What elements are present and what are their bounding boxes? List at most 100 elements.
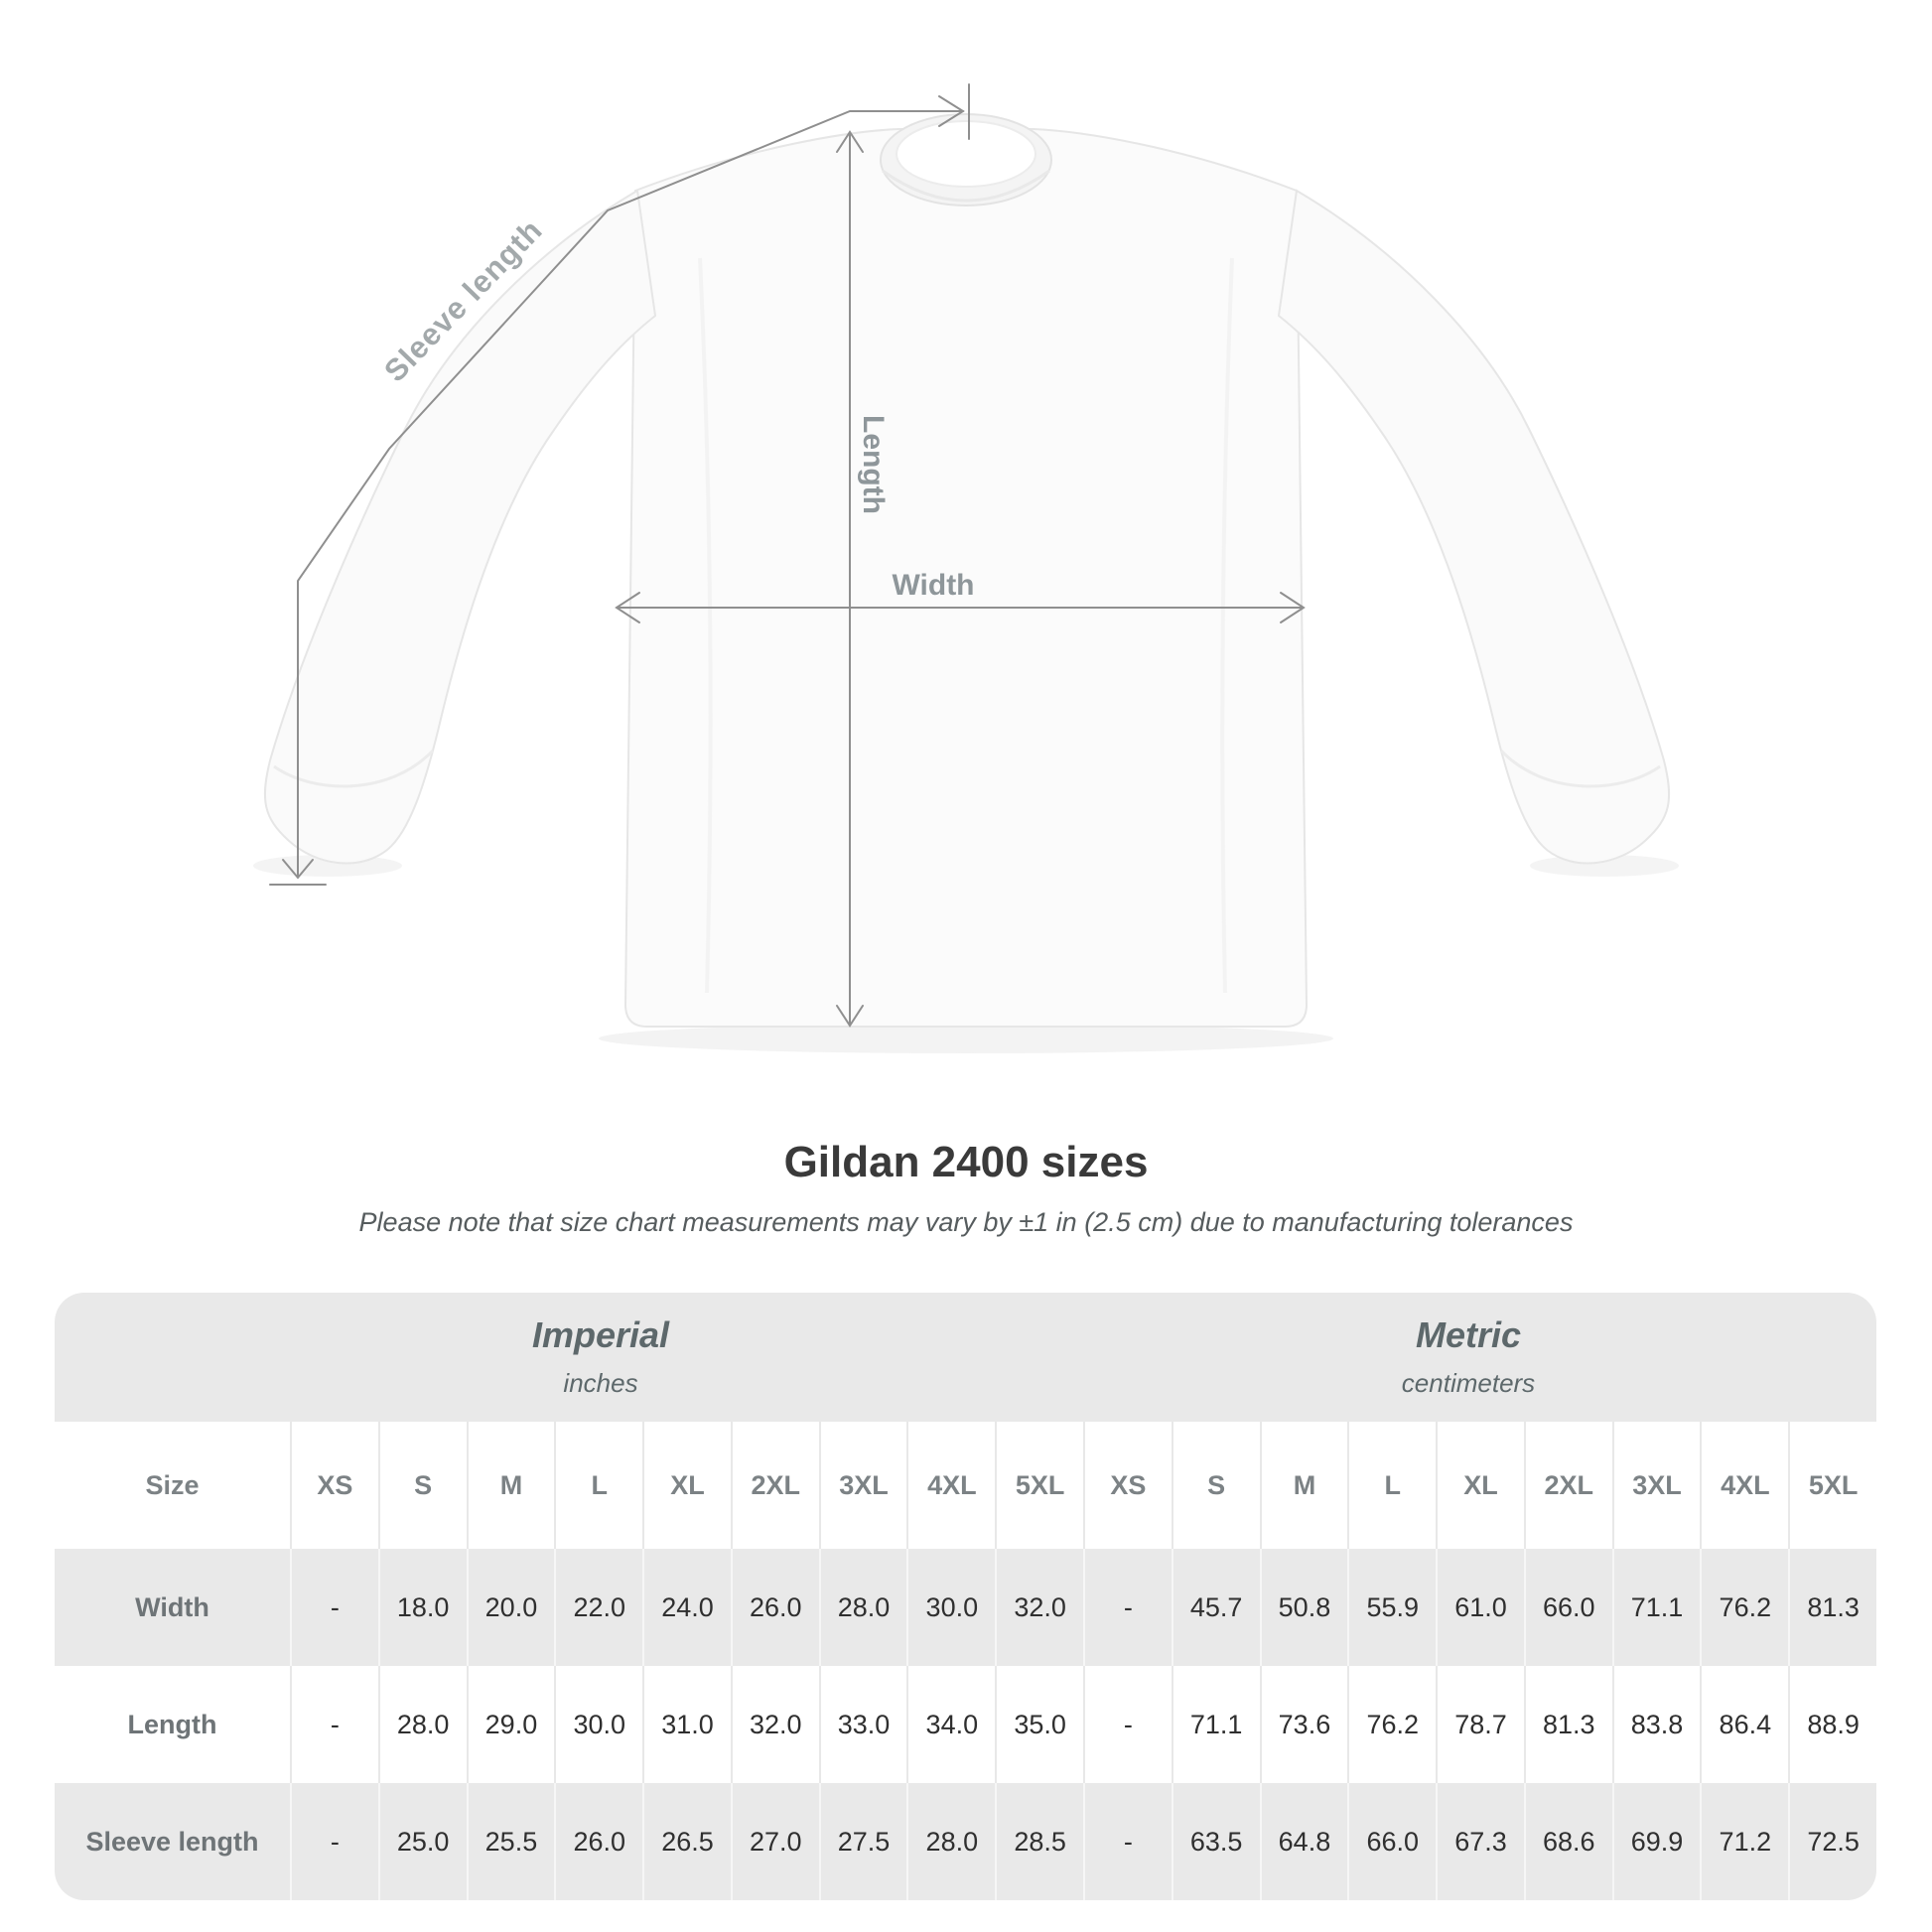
imperial-unit-header: Imperial inches <box>532 1314 669 1399</box>
metric-label: Metric <box>1415 1314 1522 1355</box>
size-chart-table: Imperial inches Metric centimeters Size … <box>55 1293 1876 1900</box>
value-cell: 76.2 <box>1700 1549 1788 1666</box>
value-cell: 27.0 <box>730 1783 819 1900</box>
size-header: M <box>466 1422 555 1549</box>
length-arrow <box>836 130 864 1028</box>
value-cell: 32.0 <box>730 1666 819 1783</box>
value-cell: 81.3 <box>1523 1666 1612 1783</box>
value-cell: 26.0 <box>554 1783 642 1900</box>
size-header: 3XL <box>1611 1422 1701 1549</box>
value-cell: 26.0 <box>730 1549 819 1666</box>
tolerance-note: Please note that size chart measurements… <box>358 1207 1574 1237</box>
value-cell: 20.0 <box>466 1549 555 1666</box>
value-cell: 76.2 <box>1347 1666 1436 1783</box>
value-cell: 61.0 <box>1436 1549 1524 1666</box>
value-cell: 64.8 <box>1259 1783 1348 1900</box>
value-cell: 31.0 <box>642 1666 731 1783</box>
value-cell: 71.1 <box>1171 1666 1260 1783</box>
value-cell: 22.0 <box>554 1549 642 1666</box>
value-cell: 28.0 <box>377 1666 467 1783</box>
value-cell: 67.3 <box>1436 1783 1524 1900</box>
table-row-sleeve-length: Sleeve length - 25.0 25.5 26.0 26.5 27.0… <box>55 1783 1876 1900</box>
value-cell: 72.5 <box>1788 1783 1876 1900</box>
imperial-sublabel: inches <box>563 1368 638 1398</box>
value-cell: 33.0 <box>818 1666 907 1783</box>
value-cell: 34.0 <box>906 1666 995 1783</box>
value-cell: 55.9 <box>1347 1549 1436 1666</box>
size-header: XS <box>290 1422 378 1549</box>
value-cell: 66.0 <box>1347 1783 1436 1900</box>
size-header: S <box>1171 1422 1260 1549</box>
row-label: Width <box>135 1591 209 1622</box>
size-header: M <box>1259 1422 1348 1549</box>
value-cell: - <box>290 1666 378 1783</box>
width-arrow <box>615 592 1306 623</box>
shirt-illustration <box>253 83 1679 1053</box>
table-row-length: Length - 28.0 29.0 30.0 31.0 32.0 33.0 3… <box>55 1666 1876 1783</box>
value-cell: 27.5 <box>818 1783 907 1900</box>
value-cell: - <box>1083 1783 1172 1900</box>
size-header: 4XL <box>906 1422 995 1549</box>
page-title: Gildan 2400 sizes <box>783 1138 1149 1186</box>
table-header-row: Size XS S M L XL 2XL 3XL 4XL 5XL XS S M … <box>55 1422 1876 1549</box>
size-header: 5XL <box>995 1422 1083 1549</box>
value-cell: 18.0 <box>377 1549 467 1666</box>
value-cell: 88.9 <box>1788 1666 1876 1783</box>
width-label: Width <box>892 569 975 602</box>
shirt-right-sleeve <box>1277 189 1671 865</box>
value-cell: 30.0 <box>554 1666 642 1783</box>
value-cell: - <box>290 1783 378 1900</box>
size-header: 5XL <box>1788 1422 1876 1549</box>
imperial-label: Imperial <box>531 1314 670 1355</box>
shirt-shadow <box>253 855 1679 1053</box>
value-cell: - <box>290 1549 378 1666</box>
value-cell: 30.0 <box>906 1549 995 1666</box>
value-cell: 26.5 <box>642 1783 731 1900</box>
value-cell: 71.1 <box>1611 1549 1701 1666</box>
row-label: Sleeve length <box>85 1826 259 1857</box>
sleeve-length-arrow <box>269 83 970 886</box>
value-cell: 25.5 <box>466 1783 555 1900</box>
value-cell: 78.7 <box>1436 1666 1524 1783</box>
value-cell: 24.0 <box>642 1549 731 1666</box>
size-header: 4XL <box>1700 1422 1788 1549</box>
value-cell: 68.6 <box>1523 1783 1612 1900</box>
value-cell: 28.0 <box>906 1783 995 1900</box>
value-cell: 28.0 <box>818 1549 907 1666</box>
value-cell: 69.9 <box>1611 1783 1701 1900</box>
length-label: Length <box>857 415 890 514</box>
value-cell: 25.0 <box>377 1783 467 1900</box>
size-column-header: Size <box>145 1469 200 1500</box>
metric-sublabel: centimeters <box>1401 1368 1536 1398</box>
value-cell: 45.7 <box>1171 1549 1260 1666</box>
shirt-body <box>623 128 1309 1028</box>
value-cell: 66.0 <box>1523 1549 1612 1666</box>
shirt-measurement-diagram: Sleeve length Length Width <box>253 83 1679 1053</box>
value-cell: 86.4 <box>1700 1666 1788 1783</box>
value-cell: 29.0 <box>466 1666 555 1783</box>
size-header: S <box>377 1422 467 1549</box>
value-cell: 50.8 <box>1259 1549 1348 1666</box>
size-header: 2XL <box>730 1422 819 1549</box>
size-header: XS <box>1083 1422 1172 1549</box>
row-label: Length <box>127 1709 217 1739</box>
shirt-left-sleeve <box>263 189 657 865</box>
value-cell: 71.2 <box>1700 1783 1788 1900</box>
value-cell: 35.0 <box>995 1666 1083 1783</box>
value-cell: 73.6 <box>1259 1666 1348 1783</box>
value-cell: - <box>1083 1666 1172 1783</box>
size-header: 3XL <box>818 1422 907 1549</box>
metric-unit-header: Metric centimeters <box>1402 1314 1535 1399</box>
value-cell: - <box>1083 1549 1172 1666</box>
shirt-collar <box>880 113 1052 207</box>
value-cell: 32.0 <box>995 1549 1083 1666</box>
value-cell: 81.3 <box>1788 1549 1876 1666</box>
size-header: 2XL <box>1523 1422 1612 1549</box>
unit-header-band: Imperial inches Metric centimeters <box>55 1293 1876 1422</box>
table-row-width: Width - 18.0 20.0 22.0 24.0 26.0 28.0 30… <box>55 1549 1876 1666</box>
value-cell: 63.5 <box>1171 1783 1260 1900</box>
size-header: XL <box>642 1422 731 1549</box>
value-cell: 83.8 <box>1611 1666 1701 1783</box>
size-header: L <box>1347 1422 1436 1549</box>
size-header: XL <box>1436 1422 1524 1549</box>
